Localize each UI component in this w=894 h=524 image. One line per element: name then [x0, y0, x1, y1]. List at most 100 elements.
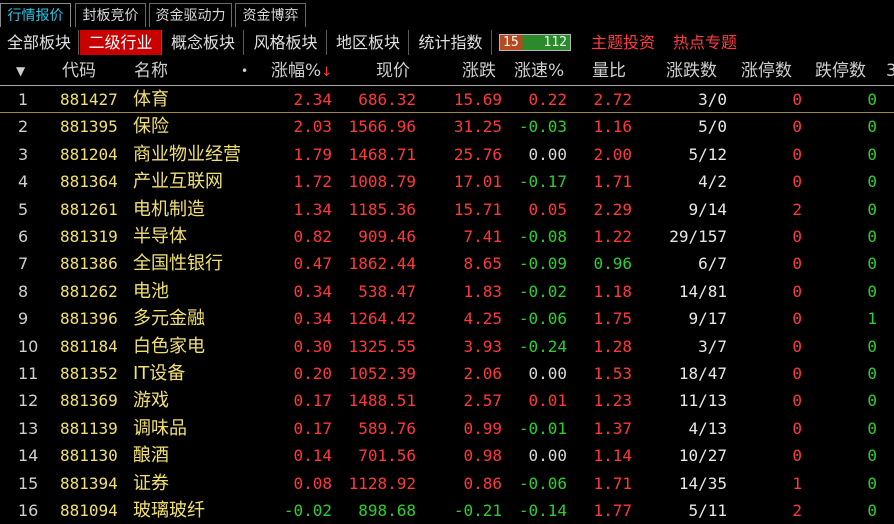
row-up-down-count: 4/2: [698, 172, 727, 192]
row-price: 1128.92: [348, 473, 416, 493]
row-code: 881364: [60, 172, 118, 192]
row-code: 881319: [60, 227, 118, 246]
row-index: 11: [18, 364, 39, 383]
table-row[interactable]: 8 881262 电池 0.34 538.47 1.83 -0.02 1.18 14/81 0 0: [0, 278, 894, 305]
tab-limit-auction[interactable]: 封板竞价: [75, 3, 146, 27]
table-row[interactable]: 6 881319 半导体 0.82 909.46 7.41 -0.08 1.22 29/157 0…: [0, 223, 894, 250]
row-price: 686.32: [358, 90, 416, 109]
row-code: 881094: [60, 501, 118, 520]
table-row[interactable]: 5 881261 电机制造 1.34 1185.36 15.71 0.05 2.29 9/14 2…: [0, 196, 894, 223]
tab-capital-game[interactable]: 资金博弈: [235, 3, 306, 27]
row-up-down-count: 10/27: [678, 446, 727, 466]
row-code: 881204: [60, 144, 118, 164]
col-limit-down-count[interactable]: 跌停数: [815, 61, 866, 81]
row-code: 881396: [60, 309, 118, 329]
row-up-down-count: 5/11: [688, 501, 727, 520]
row-speed: -0.09: [518, 254, 567, 274]
table-row[interactable]: 16 881094 玻璃玻纤 -0.02 898.68 -0.21 -0.14 1.77 5/1…: [0, 497, 894, 524]
row-speed: 0.01: [528, 391, 567, 411]
row-change: 0.99: [463, 418, 502, 438]
col-speed[interactable]: 涨速%: [514, 61, 565, 81]
row-limit-up: 0: [792, 364, 802, 383]
col-extra[interactable]: 3: [886, 61, 894, 81]
row-volume-ratio: 1.16: [593, 117, 632, 137]
table-row[interactable]: 14 881130 酿酒 0.14 701.56 0.98 0.00 1.14 10/27 0 0: [0, 442, 894, 469]
row-code: 881395: [60, 117, 118, 137]
tab-secondary-industry[interactable]: 二级行业: [80, 30, 162, 55]
table-row[interactable]: 7 881386 全国性银行 0.47 1862.44 8.65 -0.09 0.96 6/7 0…: [0, 250, 894, 277]
link-hot-topics[interactable]: 热点专题: [672, 33, 737, 52]
row-name: 产业互联网: [133, 171, 223, 193]
row-price: 1264.42: [348, 309, 416, 329]
row-code: 881386: [60, 254, 118, 274]
row-limit-down: 0: [867, 144, 877, 164]
row-name: 玻璃玻纤: [133, 500, 205, 521]
row-index: 8: [18, 281, 29, 301]
row-speed: 0.22: [528, 90, 567, 109]
table-row[interactable]: 10 881184 白色家电 0.30 1325.55 3.93 -0.24 1.28 3/7 0…: [0, 333, 894, 360]
row-code: 881261: [60, 199, 118, 219]
row-code: 881394: [60, 473, 118, 493]
tab-quotes[interactable]: 行情报价: [0, 3, 71, 27]
row-limit-down: 0: [867, 281, 877, 301]
row-speed: -0.24: [518, 336, 567, 356]
col-pct-label: 涨幅%: [271, 61, 322, 81]
row-volume-ratio: 1.22: [593, 227, 632, 246]
row-change: 15.69: [453, 90, 502, 109]
table-row[interactable]: 9 881396 多元金融 0.34 1264.42 4.25 -0.06 1.75 9/17 0…: [0, 305, 894, 332]
col-volume-ratio[interactable]: 量比: [592, 61, 626, 81]
col-change[interactable]: 涨跌: [462, 61, 496, 81]
row-up-down-count: 29/157: [669, 227, 727, 246]
row-limit-up: 2: [792, 501, 802, 520]
row-name: IT设备: [133, 363, 186, 384]
tab-concept-sectors[interactable]: 概念板块: [163, 30, 244, 55]
table-row[interactable]: 11 881352 IT设备 0.20 1052.39 2.06 0.00 1.53 18/47…: [0, 360, 894, 387]
row-up-down-count: 14/81: [678, 281, 727, 301]
row-pct: 1.72: [293, 172, 332, 192]
counter-down: 112: [543, 35, 567, 50]
col-price[interactable]: 现价: [376, 61, 410, 81]
tab-region-sectors[interactable]: 地区板块: [328, 30, 409, 55]
tab-style-sectors[interactable]: 风格板块: [245, 30, 327, 55]
table-row[interactable]: 15 881394 证券 0.08 1128.92 0.86 -0.06 1.71 14/35 1…: [0, 470, 894, 497]
row-up-down-count: 4/13: [688, 418, 727, 438]
top-tab-bar: 行情报价 封板竞价 资金驱动力 资金博弈: [0, 0, 894, 30]
table-row[interactable]: 3 881204 商业物业经营 1.79 1468.71 25.76 0.00 2.00 5/1…: [0, 141, 894, 168]
row-pct: 0.17: [293, 391, 332, 411]
row-pct: 0.34: [293, 309, 332, 329]
row-index: 6: [18, 227, 29, 246]
col-name[interactable]: 名称: [134, 61, 168, 81]
table-row[interactable]: 1 881427 体育 2.34 686.32 15.69 0.22 2.72 3/0 0 0: [0, 86, 894, 113]
row-change: 0.86: [463, 473, 502, 493]
col-up-down-count[interactable]: 涨跌数: [666, 61, 717, 81]
row-limit-up: 2: [792, 199, 802, 219]
row-pct: 2.34: [293, 90, 332, 109]
row-price: 589.76: [358, 418, 416, 438]
row-name: 调味品: [133, 417, 187, 439]
row-pct: 0.17: [293, 418, 332, 438]
table-row[interactable]: 4 881364 产业互联网 1.72 1008.79 17.01 -0.17 1.71 4/2…: [0, 168, 894, 195]
row-index: 1: [18, 90, 29, 109]
row-price: 909.46: [358, 227, 416, 246]
row-volume-ratio: 2.00: [593, 144, 632, 164]
tab-capital-drive[interactable]: 资金驱动力: [149, 3, 232, 27]
col-code[interactable]: 代码: [62, 61, 96, 81]
row-price: 1566.96: [348, 117, 416, 137]
table-row[interactable]: 13 881139 调味品 0.17 589.76 0.99 -0.01 1.37 4/13 0 0: [0, 415, 894, 442]
link-theme-investing[interactable]: 主题投资: [590, 33, 655, 52]
col-limit-up-count[interactable]: 涨停数: [741, 61, 792, 81]
row-limit-up: 0: [792, 254, 802, 274]
row-volume-ratio: 2.72: [593, 90, 632, 109]
tab-stat-index[interactable]: 统计指数: [410, 30, 492, 55]
table-row[interactable]: 2 881395 保险 2.03 1566.96 31.25 -0.03 1.16 5/0 0 0: [0, 113, 894, 140]
sort-toggle-icon[interactable]: ▼: [16, 64, 26, 78]
row-price: 538.47: [358, 281, 416, 301]
table-row[interactable]: 12 881369 游戏 0.17 1488.51 2.57 0.01 1.23 11/13 0 0: [0, 387, 894, 414]
row-index: 14: [18, 446, 39, 466]
up-down-counter: 15 112: [499, 34, 571, 51]
row-speed: -0.14: [518, 501, 567, 520]
counter-up: 15: [503, 35, 519, 50]
col-pct[interactable]: 涨幅%↓: [271, 57, 332, 85]
row-speed: 0.00: [528, 364, 567, 383]
tab-all-sectors[interactable]: 全部板块: [0, 30, 79, 55]
